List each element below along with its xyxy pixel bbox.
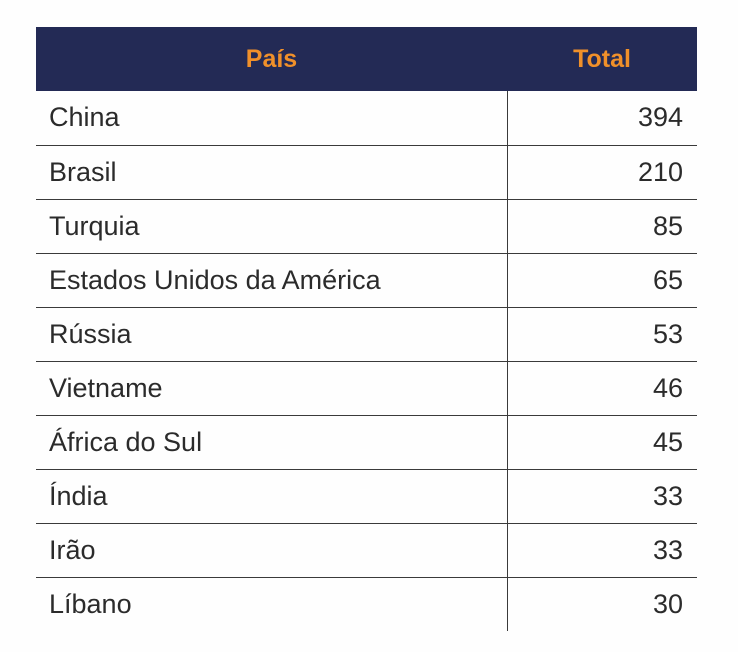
total-cell: 33 bbox=[507, 469, 697, 524]
total-cell: 85 bbox=[507, 199, 697, 254]
total-cell: 210 bbox=[507, 145, 697, 200]
table-row: Líbano 30 bbox=[36, 577, 697, 631]
total-cell: 53 bbox=[507, 307, 697, 362]
table-row: Índia 33 bbox=[36, 469, 697, 524]
country-cell: Índia bbox=[36, 469, 508, 524]
total-cell: 33 bbox=[507, 523, 697, 578]
column-header-country: País bbox=[245, 44, 298, 73]
table-row: Brasil 210 bbox=[36, 145, 697, 200]
total-cell: 45 bbox=[507, 415, 697, 470]
total-cell: 394 bbox=[507, 91, 697, 146]
table-header: País Total bbox=[36, 27, 697, 91]
table-row: Estados Unidos da América 65 bbox=[36, 253, 697, 308]
table-row: China 394 bbox=[36, 91, 697, 146]
table-row: Irão 33 bbox=[36, 523, 697, 578]
total-cell: 65 bbox=[507, 253, 697, 308]
country-cell: África do Sul bbox=[36, 415, 508, 470]
table-row: África do Sul 45 bbox=[36, 415, 697, 470]
country-cell: Brasil bbox=[36, 145, 508, 200]
table-body: China 394 Brasil 210 Turquia 85 Estados … bbox=[36, 91, 697, 631]
total-cell: 30 bbox=[652, 588, 683, 619]
country-cell: Irão bbox=[36, 523, 508, 578]
total-cell: 46 bbox=[507, 361, 697, 416]
country-cell: Vietname bbox=[36, 361, 508, 416]
table-row: Turquia 85 bbox=[36, 199, 697, 254]
country-totals-table: País Total China 394 Brasil 210 Turquia … bbox=[36, 27, 697, 631]
column-header-total: Total bbox=[573, 44, 631, 73]
table-row: Rússia 53 bbox=[36, 307, 697, 362]
country-cell: Turquia bbox=[36, 199, 508, 254]
country-cell: China bbox=[36, 91, 508, 146]
table-row: Vietname 46 bbox=[36, 361, 697, 416]
country-cell: Rússia bbox=[36, 307, 508, 362]
country-cell: Líbano bbox=[36, 577, 508, 631]
country-cell: Estados Unidos da América bbox=[36, 253, 508, 308]
header-row: País Total bbox=[36, 27, 697, 91]
